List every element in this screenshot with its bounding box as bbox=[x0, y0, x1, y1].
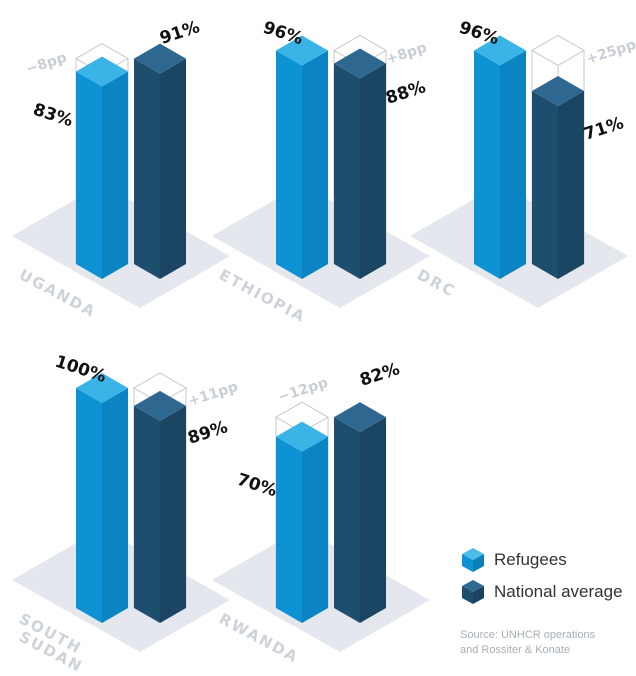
bar-refugees-ethiopia-front bbox=[276, 50, 302, 279]
bar-national-ethiopia-side bbox=[360, 63, 386, 279]
value-label-refugees-uganda: 83% bbox=[30, 100, 75, 132]
difference-label-drc: +25pp bbox=[584, 37, 636, 68]
country-label-drc: DRC bbox=[414, 266, 459, 301]
bar-national-rwanda bbox=[334, 402, 386, 623]
ghost-bar-drc-top bbox=[532, 35, 584, 65]
value-label-national-uganda: 91% bbox=[157, 17, 202, 49]
bar-refugees-south-sudan bbox=[76, 373, 128, 623]
value-label-national-ethiopia: 88% bbox=[383, 77, 428, 109]
bar-national-uganda-side bbox=[160, 59, 186, 279]
bar-national-uganda bbox=[134, 44, 186, 279]
difference-label-uganda: −8pp bbox=[24, 50, 68, 78]
bar-refugees-drc-side bbox=[500, 50, 526, 279]
value-label-refugees-south-sudan: 100% bbox=[52, 352, 108, 387]
bar-refugees-rwanda bbox=[276, 422, 328, 623]
value-label-national-south-sudan: 89% bbox=[185, 417, 230, 449]
source-note: Source: UNHCR operations and Rossiter & … bbox=[460, 628, 636, 658]
bar-refugees-drc bbox=[474, 35, 526, 279]
difference-label-ethiopia: +8pp bbox=[384, 40, 428, 68]
bar-national-rwanda-side bbox=[360, 417, 386, 623]
bar-national-drc bbox=[532, 76, 584, 279]
value-label-refugees-drc: 96% bbox=[456, 18, 501, 50]
bar-national-drc-side bbox=[558, 91, 584, 279]
legend-cube-refugees-icon bbox=[460, 546, 486, 574]
source-line-2: and Rossiter & Konate bbox=[460, 643, 636, 658]
bar-refugees-rwanda-side bbox=[302, 437, 328, 623]
bar-refugees-drc-front bbox=[474, 50, 500, 279]
bar-refugees-uganda bbox=[76, 57, 128, 279]
legend-item-national: National average bbox=[460, 576, 636, 608]
bar-refugees-uganda-side bbox=[102, 72, 128, 279]
bar-refugees-ethiopia bbox=[276, 35, 328, 279]
bar-national-uganda-front bbox=[134, 59, 160, 279]
source-line-1: Source: UNHCR operations bbox=[460, 628, 636, 643]
bar-refugees-south-sudan-front bbox=[76, 388, 102, 623]
legend-cube-national-icon bbox=[460, 578, 486, 606]
legend: Refugees National average bbox=[460, 544, 636, 608]
bar-national-rwanda-front bbox=[334, 417, 360, 623]
legend-label-national: National average bbox=[494, 582, 623, 602]
value-label-refugees-rwanda: 70% bbox=[234, 470, 279, 502]
value-label-refugees-ethiopia: 96% bbox=[260, 18, 305, 50]
bar-refugees-ethiopia-side bbox=[302, 50, 328, 279]
bar-refugees-south-sudan-side bbox=[102, 388, 128, 623]
value-label-national-rwanda: 82% bbox=[357, 359, 402, 391]
bar-national-ethiopia-front bbox=[334, 63, 360, 279]
bar-national-south-sudan-front bbox=[134, 406, 160, 623]
bar-national-south-sudan bbox=[134, 391, 186, 623]
legend-label-refugees: Refugees bbox=[494, 550, 567, 570]
difference-label-south-sudan: +11pp bbox=[186, 379, 240, 410]
bar-refugees-rwanda-front bbox=[276, 437, 302, 623]
bar-refugees-uganda-front bbox=[76, 72, 102, 279]
bar-national-south-sudan-side bbox=[160, 406, 186, 623]
value-label-national-drc: 71% bbox=[581, 113, 626, 145]
difference-label-rwanda: −12pp bbox=[276, 375, 330, 406]
bar-national-drc-front bbox=[532, 91, 558, 279]
legend-item-refugees: Refugees bbox=[460, 544, 636, 576]
bar-national-ethiopia bbox=[334, 48, 386, 279]
